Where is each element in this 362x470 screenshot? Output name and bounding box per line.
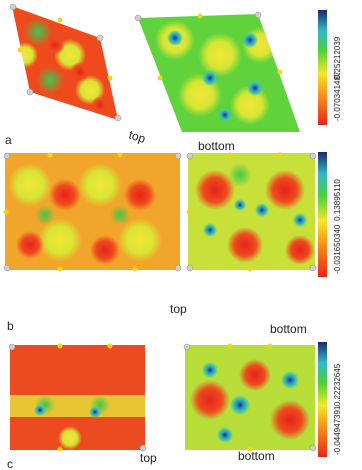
potential-map (188, 153, 315, 270)
colorbar-min: -0.031650340 (333, 224, 342, 274)
potential-map (5, 153, 180, 270)
caption: top (140, 451, 157, 465)
colorbar-min: -0.070341487 (333, 71, 342, 121)
potential-map (12, 6, 118, 120)
caption: top (127, 128, 148, 147)
potential-map (10, 345, 145, 450)
panel-label: c (7, 457, 13, 470)
colorbar (318, 152, 327, 277)
atoms (3, 13, 283, 452)
colorbar (318, 10, 327, 125)
colorbar-max: 0.22232645 (333, 363, 342, 406)
caption: top (170, 302, 187, 316)
colorbar-min: -0.044947391 (333, 405, 342, 455)
colorbar-max: 0.25212039 (333, 36, 342, 79)
caption: bottom (270, 322, 307, 336)
potential-map (185, 345, 315, 450)
panel-label: b (7, 319, 14, 333)
caption: bottom (198, 139, 235, 153)
colorbar-max: 0.13895110 (333, 179, 342, 221)
potential-map (138, 14, 300, 132)
colorbar (318, 342, 327, 457)
panel-label: a (5, 133, 12, 147)
caption: bottom (238, 449, 275, 463)
atoms (3, 3, 317, 452)
